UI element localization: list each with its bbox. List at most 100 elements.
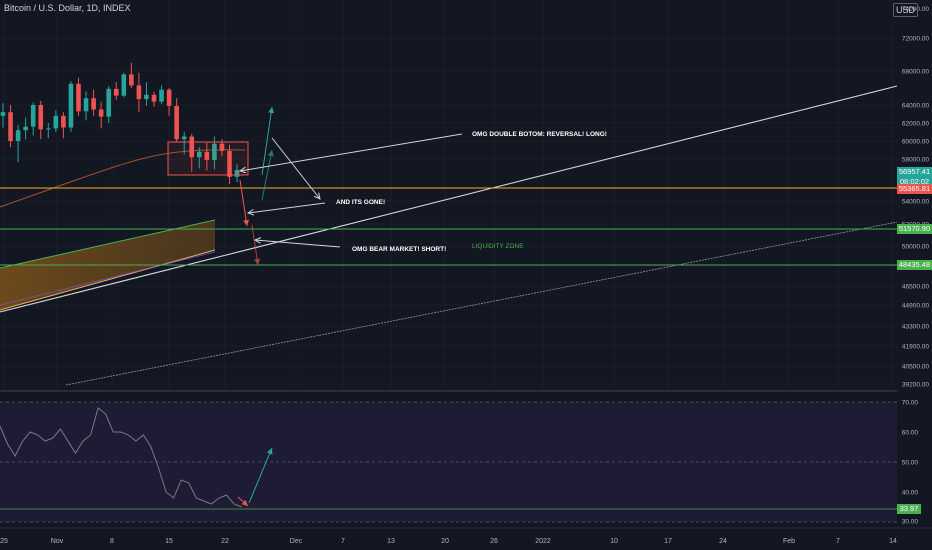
time-tick-label: 24: [719, 538, 727, 545]
rsi-current-badge: 33.97: [897, 504, 921, 514]
rsi-axis-ticks: 70.00 60.00 50.00 40.00 30.00: [902, 400, 919, 526]
wedge-bottom-line: [0, 249, 216, 311]
price-tick-label: 39200.00: [902, 382, 929, 389]
time-tick-label: Feb: [783, 538, 795, 545]
price-tick-label: 72000.00: [902, 36, 929, 43]
candle-body: [61, 115, 66, 128]
candle-body: [234, 170, 240, 177]
candle-body: [181, 136, 187, 140]
candle-body: [76, 83, 81, 112]
double-bottom-callout-line: [240, 133, 463, 171]
candle-body: [53, 115, 59, 129]
candle-body: [98, 109, 104, 117]
price-tick-label: 50000.00: [902, 244, 929, 251]
support-level-badge: 55365.81: [897, 184, 932, 194]
candle-body: [204, 151, 210, 161]
time-tick-label: 14: [889, 538, 897, 545]
rsi-tick-label: 30.00: [902, 519, 919, 526]
candle-body: [144, 94, 149, 100]
price-tick-label: 62000.00: [902, 121, 929, 128]
candle-body: [219, 143, 225, 151]
candle-body: [68, 83, 74, 128]
long-projection-arrow-2: [261, 149, 274, 201]
rsi-tick-label: 40.00: [902, 490, 919, 497]
candle-body: [46, 128, 51, 130]
candle-body: [30, 105, 36, 127]
candle-body: [23, 126, 28, 131]
candlestick-series: [0, 62, 240, 185]
price-tick-label: 41900.00: [902, 344, 929, 351]
its-gone-callout-lines: [271, 137, 320, 199]
wedge-mid-line: [0, 251, 216, 306]
last-price-value: 56957.41: [898, 167, 931, 176]
bear-market-annotation: OMG BEAR MARKET! SHORT!: [352, 246, 446, 253]
candle-body: [83, 98, 89, 112]
candle-body: [212, 143, 217, 161]
candle-body: [106, 88, 111, 117]
wedge-top-line: [0, 219, 216, 269]
short-projection-arrow-2: [251, 224, 261, 266]
price-tick-label: 54000.00: [902, 199, 929, 206]
symbol-title[interactable]: Bitcoin / U.S. Dollar, 1D, INDEX: [4, 3, 131, 13]
price-tick-label: 40500.00: [902, 364, 929, 371]
candle-body: [0, 112, 6, 116]
candle-body: [197, 151, 202, 158]
candle-body: [136, 85, 142, 100]
time-axis[interactable]: [0, 528, 932, 550]
time-tick-label: 22: [221, 538, 229, 545]
its-gone-callout-line-2: [248, 202, 326, 213]
price-tick-label: 68000.00: [902, 69, 929, 76]
price-tick-label: 74000.00: [902, 6, 929, 13]
liquidity-zone-label: LIQUIDITY ZONE: [472, 243, 524, 250]
price-tick-label: 64000.00: [902, 103, 929, 110]
candle-body: [129, 74, 134, 86]
time-tick-label: 8: [110, 538, 114, 545]
price-tick-label: 44900.00: [902, 303, 929, 310]
rsi-tick-label: 50.00: [902, 460, 919, 467]
candle-body: [159, 89, 164, 102]
candle-body: [174, 105, 179, 140]
time-tick-label: 7: [341, 538, 345, 545]
time-tick-label: 13: [387, 538, 395, 545]
rsi-tick-label: 70.00: [902, 400, 919, 407]
liquidity-top-badge: 51570.90: [897, 224, 932, 234]
time-tick-label: 7: [836, 538, 840, 545]
time-axis-ticks: 25 Nov 8 15 22 Dec 7 13 20 26 2022 10 17 24 Feb 7 14: [0, 538, 897, 545]
price-tick-label: 46500.00: [902, 284, 929, 291]
candle-body: [113, 88, 119, 96]
currency-selector[interactable]: USD: [893, 3, 919, 17]
rsi-band: [0, 402, 897, 522]
short-projection-arrow-1: [239, 179, 250, 227]
rsi-red-arrow: [237, 496, 249, 507]
candle-body: [166, 89, 172, 106]
liquidity-bottom-badge: 48435.48: [897, 260, 932, 270]
double-bottom-box: [167, 141, 249, 176]
double-bottom-annotation: OMG DOUBLE BOTOM: REVERSAL! LONG!: [472, 131, 607, 138]
its-gone-annotation: AND ITS GONE!: [336, 199, 385, 206]
candle-body: [91, 98, 96, 110]
bar-countdown: 08:02:02: [899, 177, 930, 186]
candle-body: [189, 136, 195, 158]
time-tick-label: 26: [490, 538, 498, 545]
trendline-upper: [0, 85, 898, 313]
long-projection-arrow: [261, 106, 275, 176]
candle-body: [38, 105, 44, 130]
candle-body: [227, 150, 232, 177]
price-tick-label: 60000.00: [902, 139, 929, 146]
candle-body: [15, 130, 21, 141]
time-tick-label: 20: [441, 538, 449, 545]
time-tick-label: Nov: [51, 538, 64, 545]
time-tick-label: 25: [0, 538, 8, 545]
candle-body: [151, 94, 157, 102]
candle-body: [8, 112, 13, 141]
time-tick-label: 17: [664, 538, 672, 545]
time-tick-label: 2022: [535, 538, 551, 545]
rsi-green-arrow: [248, 447, 273, 504]
rsi-tick-label: 60.00: [902, 430, 919, 437]
candle-body: [121, 74, 127, 96]
price-tick-label: 43300.00: [902, 324, 929, 331]
time-tick-label: 10: [610, 538, 618, 545]
trendline-lower: [65, 221, 898, 386]
time-tick-label: Dec: [290, 538, 303, 545]
